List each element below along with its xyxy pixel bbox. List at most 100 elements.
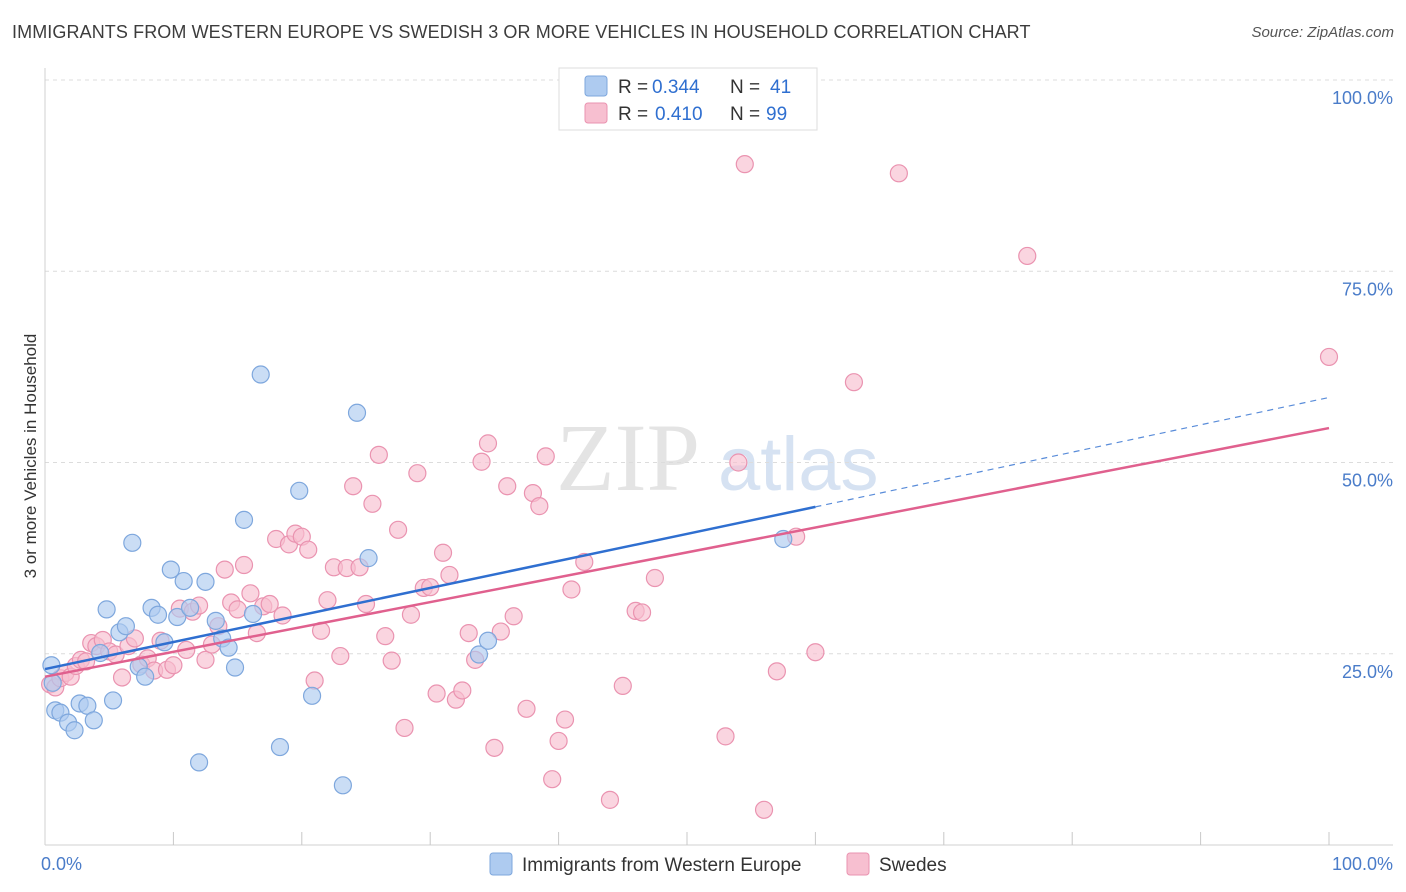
bottom-legend-swatch-pink — [846, 852, 870, 876]
legend: R = 0.344 N = 41 R = 0.410 N = 99 — [558, 67, 818, 131]
pink-point — [331, 646, 350, 666]
blue-point — [148, 605, 168, 624]
blue-point — [123, 533, 142, 552]
legend-r-label-blue: R = — [618, 77, 648, 98]
pink-point — [382, 651, 401, 670]
pink-point — [716, 727, 735, 746]
blue-point — [65, 721, 84, 740]
pink-point — [299, 540, 318, 559]
chart-source: Source: ZipAtlas.com — [1251, 24, 1394, 41]
bottom-legend-label-blue: Immigrants from Western Europe — [522, 855, 801, 876]
pink-point — [889, 164, 908, 183]
pink-point — [735, 155, 754, 174]
pink-point — [459, 623, 478, 643]
pink-point — [754, 800, 774, 819]
blue-point — [196, 572, 215, 591]
pink-point — [491, 622, 510, 641]
blue-trend-line — [44, 505, 816, 671]
pink-point — [401, 605, 421, 624]
blue-point — [189, 753, 209, 772]
y-tick-label: 25.0% — [1342, 662, 1393, 682]
pink-point — [427, 684, 446, 703]
legend-n-value-pink: 99 — [766, 104, 787, 125]
pink-point — [504, 607, 523, 626]
x-tick-label: 100.0% — [1332, 854, 1393, 874]
legend-n-label-blue: N = — [730, 77, 760, 98]
y-tick-labels: 25.0% 50.0% 75.0% 100.0% — [1332, 88, 1393, 682]
legend-r-value-blue: 0.344 — [652, 77, 700, 98]
blue-point — [174, 571, 193, 591]
blue-point — [103, 691, 123, 710]
pink-point — [806, 643, 825, 662]
watermark-zip: ZIP — [556, 404, 700, 511]
blue-point — [206, 611, 225, 630]
blue-point — [290, 481, 309, 500]
blue-point — [136, 667, 155, 686]
pink-point — [1018, 246, 1037, 266]
pink-point — [555, 710, 575, 729]
blue-point — [84, 711, 103, 730]
pink-point — [498, 477, 517, 496]
pink-point — [234, 555, 254, 575]
pink-point — [453, 681, 472, 700]
blue-point — [243, 604, 263, 624]
pink-point — [729, 453, 748, 472]
pink-point — [575, 552, 594, 572]
pink-point — [613, 676, 632, 695]
pink-point — [241, 584, 260, 603]
legend-n-label-pink: N = — [730, 104, 760, 125]
pink-point — [247, 623, 266, 643]
x-tick-label: 0.0% — [41, 854, 82, 874]
blue-trend-line-extension — [815, 396, 1330, 508]
legend-swatch-blue — [584, 75, 608, 97]
western-europe-points — [42, 365, 793, 795]
blue-point — [359, 549, 378, 568]
bottom-legend-label-pink: Swedes — [879, 855, 947, 876]
pink-point — [1319, 347, 1339, 367]
pink-point — [164, 656, 183, 675]
pink-point — [344, 477, 363, 496]
blue-point — [225, 658, 245, 677]
legend-r-value-pink: 0.410 — [655, 104, 703, 125]
blue-point — [251, 365, 270, 384]
pink-point — [543, 770, 562, 789]
pink-point — [549, 731, 568, 751]
blue-point — [302, 686, 322, 705]
pink-point — [600, 790, 620, 809]
pink-point — [376, 627, 395, 646]
blue-point — [168, 607, 187, 627]
blue-point — [219, 638, 238, 657]
pink-point — [356, 594, 376, 614]
pink-point — [433, 543, 453, 562]
blue-point — [478, 631, 498, 650]
chart-title: IMMIGRANTS FROM WESTERN EUROPE VS SWEDIS… — [12, 22, 1031, 42]
blue-point — [180, 598, 200, 617]
pink-point — [440, 565, 459, 585]
legend-r-label-pink: R = — [618, 104, 648, 125]
blue-point — [234, 510, 254, 529]
pink-point — [369, 445, 388, 464]
blue-point — [97, 600, 116, 619]
y-tick-label: 50.0% — [1342, 471, 1393, 491]
pink-point — [389, 520, 408, 539]
y-axis-title: 3 or more Vehicles in Household — [21, 334, 40, 579]
pink-point — [215, 560, 234, 579]
legend-n-value-blue: 41 — [770, 77, 791, 98]
legend-swatch-pink — [584, 102, 608, 124]
pink-point — [767, 662, 786, 681]
pink-point — [125, 629, 144, 648]
blue-point — [469, 645, 489, 664]
blue-point — [161, 560, 180, 579]
blue-point — [347, 403, 367, 422]
blue-point — [270, 737, 290, 757]
pink-point — [363, 494, 382, 513]
bottom-legend: Immigrants from Western Europe Swedes — [489, 852, 947, 876]
blue-point — [333, 776, 352, 795]
pink-point — [530, 497, 549, 516]
pink-point — [305, 671, 324, 690]
pink-point — [562, 580, 581, 599]
pink-point — [318, 591, 337, 610]
y-tick-label: 100.0% — [1332, 88, 1393, 108]
y-tick-label: 75.0% — [1342, 279, 1393, 299]
